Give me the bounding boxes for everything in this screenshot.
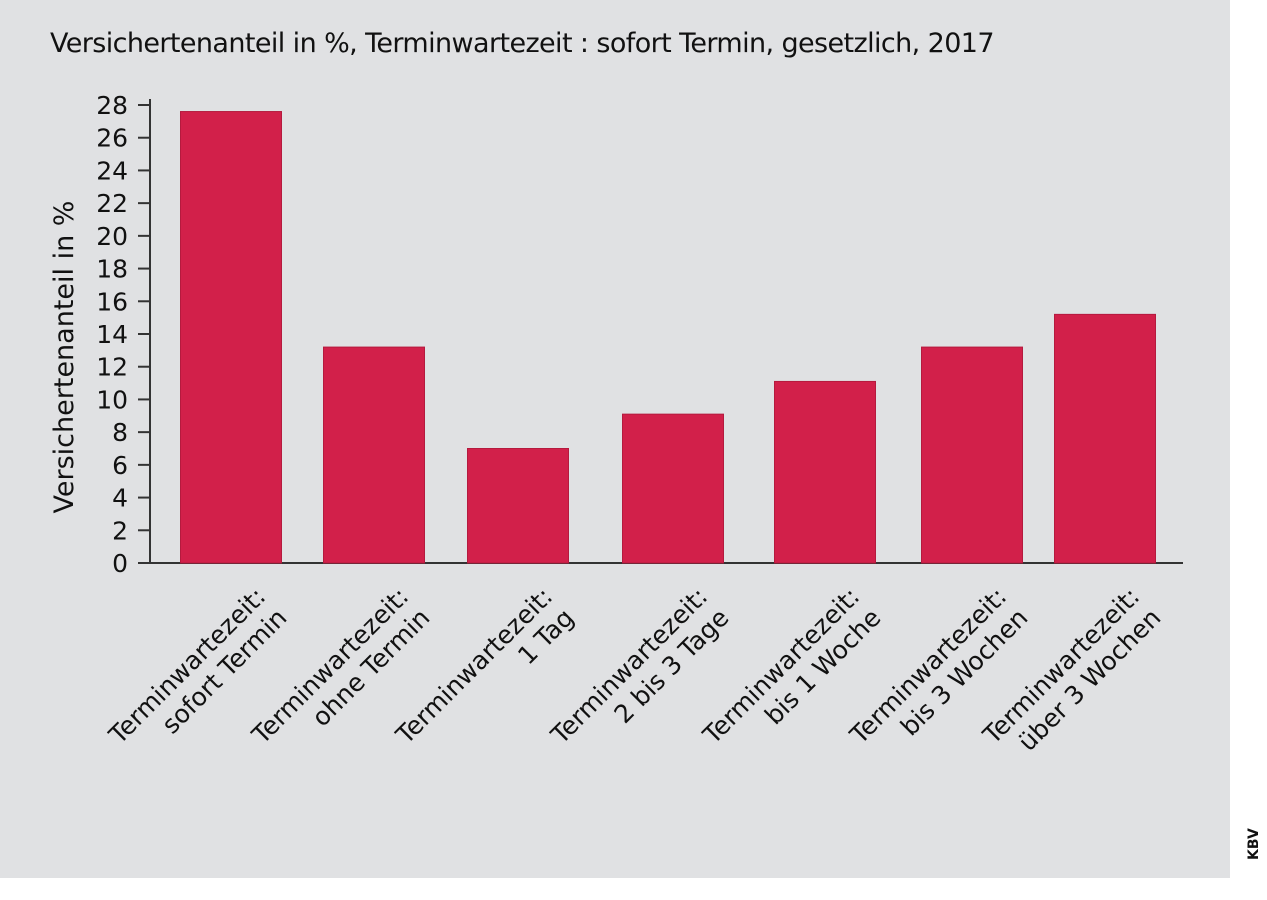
- y-tick-label: 2: [112, 516, 128, 545]
- y-tick-label: 24: [96, 156, 128, 185]
- y-tick-label: 22: [96, 189, 128, 218]
- y-tick-label: 18: [96, 255, 128, 284]
- y-axis-title: Versichertenanteil in %: [49, 201, 80, 514]
- chart-title: Versichertenanteil in %, Terminwartezeit…: [50, 28, 995, 59]
- y-tick-label: 12: [96, 353, 128, 382]
- bar: [180, 111, 282, 564]
- y-tick-label: 20: [96, 222, 128, 251]
- y-tick-label: 26: [96, 124, 128, 153]
- x-axis-labels: Terminwartezeit:sofort TerminTerminwarte…: [103, 582, 1167, 757]
- bar: [921, 346, 1023, 564]
- y-tick-label: 8: [112, 418, 128, 447]
- bar: [467, 448, 569, 564]
- y-tick-label: 16: [96, 287, 128, 316]
- y-tick-label: 4: [112, 484, 128, 513]
- y-tick-label: 14: [96, 320, 128, 349]
- bar: [774, 380, 876, 564]
- bar: [323, 346, 425, 564]
- y-tick-label: 10: [96, 385, 128, 414]
- y-tick-label: 28: [96, 91, 128, 120]
- y-tick-label: 6: [112, 451, 128, 480]
- bars: [180, 111, 1156, 564]
- bar: [1054, 313, 1156, 564]
- x-tick-label: Terminwartezeit:2 bis 3 Tage: [545, 582, 735, 751]
- bar: [622, 413, 724, 564]
- y-tick-label: 0: [112, 549, 128, 578]
